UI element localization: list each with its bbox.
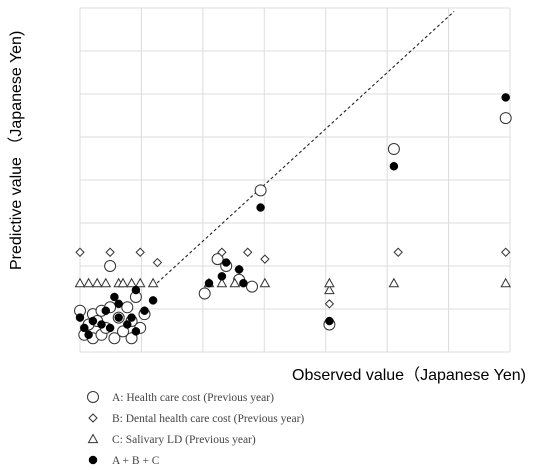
- data-points: [74, 93, 512, 345]
- data-point-open-triangle: [216, 277, 228, 288]
- data-point-filled-circle: [131, 285, 141, 295]
- data-point-open-diamond: [324, 299, 335, 309]
- legend-label: A + B + C: [112, 455, 160, 467]
- data-point-open-triangle: [126, 277, 137, 288]
- grid: [79, 7, 511, 353]
- data-point-filled-circle: [123, 320, 132, 329]
- data-point-filled-circle: [105, 323, 115, 333]
- data-point-filled-circle: [127, 313, 136, 322]
- legend-marker-open-triangle: [87, 433, 99, 444]
- data-point-filled-circle: [204, 278, 214, 288]
- legend-marker-filled-circle: [88, 455, 98, 465]
- data-point-open-triangle: [100, 277, 112, 288]
- data-point-open-triangle: [134, 277, 146, 288]
- data-point-open-triangle: [147, 277, 159, 288]
- data-point-open-triangle: [229, 277, 241, 288]
- data-point-open-diamond: [105, 247, 115, 257]
- data-point-open-circle: [198, 287, 211, 300]
- data-point-filled-circle: [239, 278, 248, 288]
- data-point-filled-circle: [325, 316, 334, 326]
- data-point-open-circle: [387, 143, 400, 156]
- data-point-open-diamond: [75, 247, 85, 257]
- legend-marker-open-diamond: [88, 413, 98, 423]
- legend-label: A: Health care cost (Previous year): [112, 392, 274, 404]
- legend-item: A: Health care cost (Previous year): [87, 391, 274, 404]
- data-point-filled-circle: [501, 93, 510, 102]
- trend-line-group: [152, 11, 455, 288]
- data-point-open-circle: [108, 332, 121, 345]
- data-point-filled-circle: [114, 313, 123, 322]
- data-point-open-circle: [211, 253, 224, 266]
- data-point-open-diamond: [152, 257, 163, 268]
- legend-marker-open-circle: [87, 391, 99, 403]
- data-point-filled-circle: [110, 292, 119, 302]
- legend-item: C: Salivary LD (Previous year): [87, 433, 256, 446]
- data-point-open-circle: [121, 301, 134, 314]
- trend-line: [152, 11, 455, 288]
- data-point-open-triangle: [388, 277, 400, 288]
- data-point-filled-circle: [80, 323, 89, 333]
- data-point-filled-circle: [88, 316, 98, 326]
- data-point-open-circle: [254, 184, 267, 197]
- data-point-open-circle: [499, 112, 512, 125]
- data-point-filled-circle: [389, 161, 399, 171]
- data-point-filled-circle: [148, 296, 158, 305]
- data-point-filled-circle: [234, 265, 244, 274]
- data-point-open-triangle: [259, 277, 271, 288]
- data-point-open-circle: [117, 325, 129, 338]
- data-point-open-triangle: [83, 277, 94, 288]
- data-point-open-circle: [104, 260, 117, 272]
- data-point-filled-circle: [101, 306, 111, 315]
- data-point-open-circle: [246, 280, 258, 293]
- data-point-open-diamond: [260, 254, 270, 264]
- data-point-filled-circle: [217, 272, 227, 281]
- data-point-open-triangle: [117, 277, 129, 288]
- data-point-open-triangle: [91, 277, 103, 288]
- data-point-open-triangle: [324, 277, 335, 288]
- data-point-filled-circle: [84, 330, 93, 340]
- data-point-filled-circle: [75, 313, 85, 322]
- x-axis-label: Observed value（Japanese Yen): [292, 366, 526, 384]
- data-point-filled-circle: [221, 258, 231, 267]
- data-point-filled-circle: [256, 203, 265, 212]
- data-point-open-diamond: [393, 247, 403, 257]
- legend-label: B: Dental health care cost (Previous yea…: [112, 413, 304, 425]
- legend-item: A + B + C: [88, 455, 160, 467]
- data-point-open-triangle: [74, 277, 86, 288]
- data-point-open-triangle: [324, 284, 335, 295]
- data-point-filled-circle: [97, 320, 106, 329]
- legend: A: Health care cost (Previous year) B: De…: [87, 391, 304, 467]
- data-point-open-diamond: [135, 247, 145, 257]
- data-point-open-circle: [125, 332, 138, 345]
- data-point-filled-circle: [131, 327, 141, 336]
- data-point-open-diamond: [217, 247, 227, 257]
- data-point-open-diamond: [500, 247, 511, 257]
- legend-item: B: Dental health care cost (Previous yea…: [88, 413, 304, 425]
- y-axis-label: Predictive value （Japanese Yen): [7, 31, 25, 270]
- data-point-filled-circle: [114, 299, 123, 309]
- data-point-filled-circle: [140, 306, 149, 315]
- legend-label: C: Salivary LD (Previous year): [112, 434, 256, 446]
- data-point-open-diamond: [242, 247, 253, 257]
- data-point-open-triangle: [500, 277, 512, 288]
